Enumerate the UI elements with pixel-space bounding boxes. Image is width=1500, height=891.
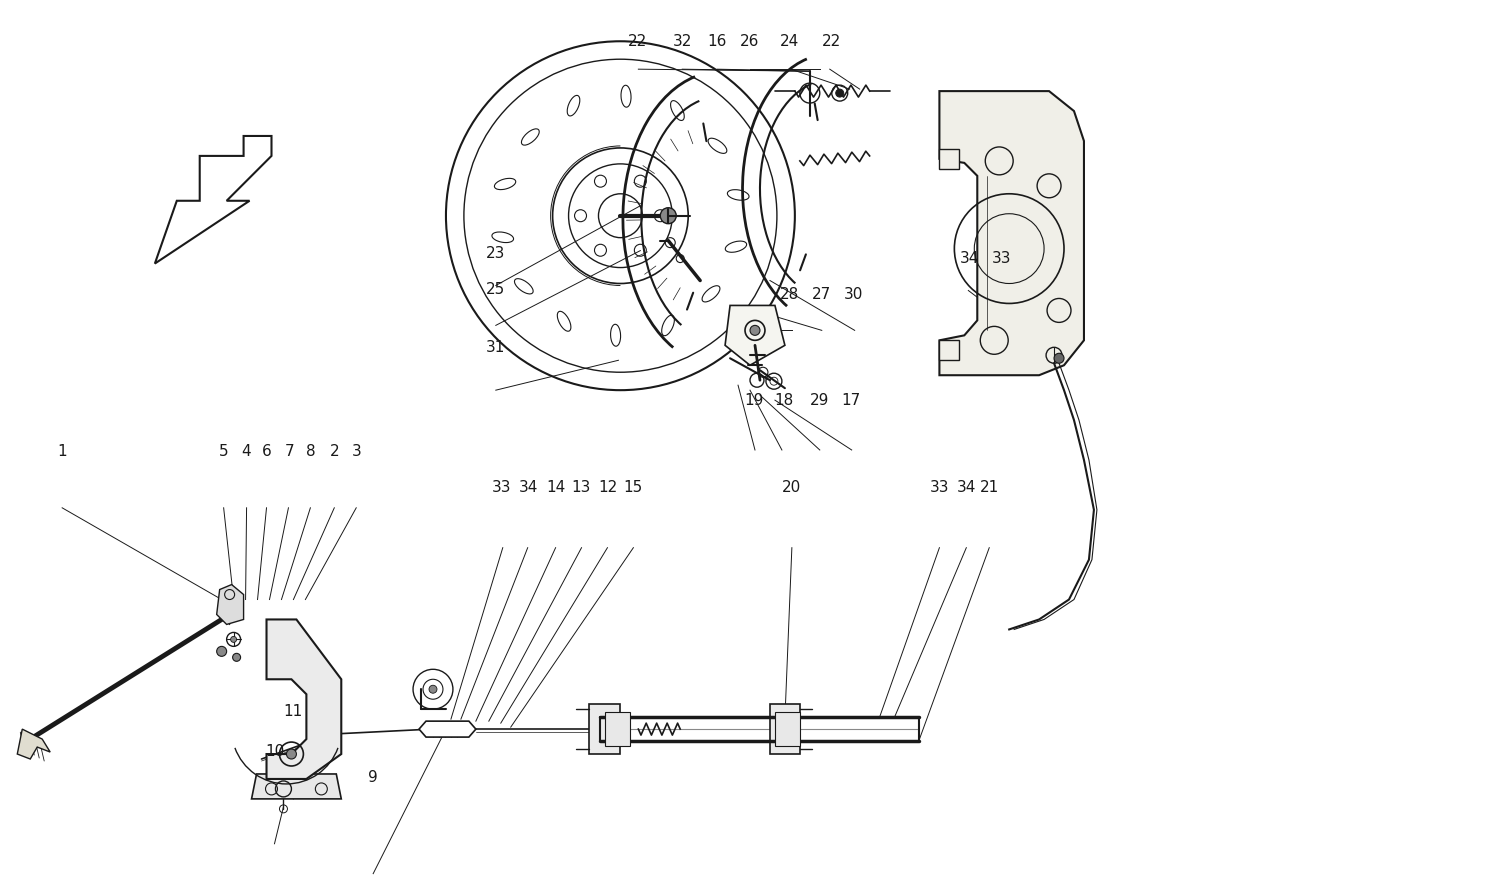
- Text: 4: 4: [242, 445, 250, 460]
- Text: 31: 31: [486, 339, 506, 355]
- Text: 11: 11: [284, 704, 303, 719]
- Polygon shape: [606, 712, 630, 746]
- Circle shape: [286, 749, 297, 759]
- Text: 17: 17: [842, 393, 861, 408]
- Circle shape: [750, 325, 760, 335]
- Text: 10: 10: [266, 744, 284, 758]
- Text: 8: 8: [306, 445, 315, 460]
- Circle shape: [429, 685, 436, 693]
- Text: 15: 15: [624, 480, 644, 495]
- Polygon shape: [154, 136, 272, 264]
- Text: 34: 34: [960, 251, 980, 266]
- Polygon shape: [588, 704, 621, 754]
- Text: 19: 19: [744, 393, 764, 408]
- Text: 23: 23: [486, 246, 506, 261]
- Text: 25: 25: [486, 282, 506, 297]
- Text: 33: 33: [992, 251, 1011, 266]
- Text: 1: 1: [57, 445, 68, 460]
- Polygon shape: [776, 712, 800, 746]
- Text: 6: 6: [261, 445, 272, 460]
- Text: 9: 9: [369, 771, 378, 786]
- Polygon shape: [939, 340, 960, 360]
- Text: 32: 32: [672, 34, 692, 49]
- Text: 22: 22: [822, 34, 842, 49]
- Text: 29: 29: [810, 393, 830, 408]
- Text: 2: 2: [330, 445, 339, 460]
- Text: 24: 24: [780, 34, 800, 49]
- Text: 5: 5: [219, 445, 228, 460]
- Text: 28: 28: [780, 287, 800, 302]
- Text: 13: 13: [572, 480, 590, 495]
- Circle shape: [216, 646, 226, 657]
- Polygon shape: [267, 619, 342, 779]
- Text: 18: 18: [774, 393, 794, 408]
- Text: 12: 12: [598, 480, 616, 495]
- Polygon shape: [724, 306, 784, 365]
- Circle shape: [231, 636, 237, 642]
- Text: 26: 26: [741, 34, 759, 49]
- Polygon shape: [216, 584, 243, 625]
- Text: 33: 33: [930, 480, 950, 495]
- Circle shape: [232, 653, 240, 661]
- Polygon shape: [252, 774, 342, 799]
- Text: 27: 27: [812, 287, 831, 302]
- Polygon shape: [419, 721, 476, 737]
- Polygon shape: [770, 704, 800, 754]
- Text: 34: 34: [957, 480, 976, 495]
- Circle shape: [660, 208, 676, 224]
- Text: 21: 21: [980, 480, 999, 495]
- Text: 16: 16: [708, 34, 728, 49]
- Text: 20: 20: [782, 480, 801, 495]
- Text: 14: 14: [546, 480, 566, 495]
- Polygon shape: [18, 729, 50, 759]
- Text: 7: 7: [285, 445, 294, 460]
- Polygon shape: [939, 91, 1084, 375]
- Circle shape: [1054, 354, 1064, 364]
- Circle shape: [836, 89, 843, 97]
- Text: 22: 22: [627, 34, 646, 49]
- Text: 30: 30: [844, 287, 864, 302]
- Text: 34: 34: [519, 480, 538, 495]
- Text: 33: 33: [492, 480, 512, 495]
- Text: 3: 3: [351, 445, 361, 460]
- Polygon shape: [939, 149, 960, 169]
